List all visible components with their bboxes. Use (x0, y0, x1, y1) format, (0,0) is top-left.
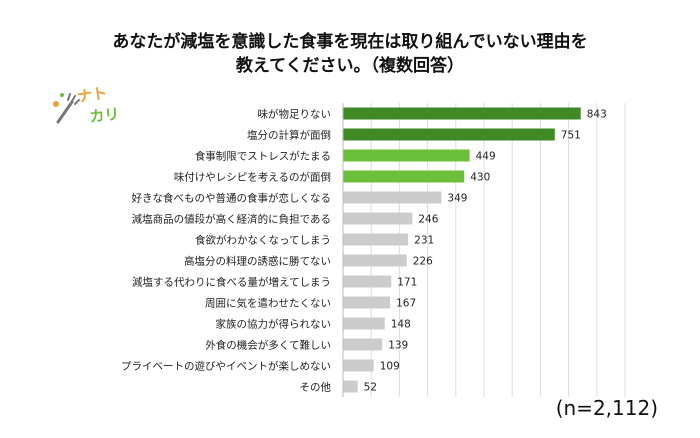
value-label: 139 (388, 340, 408, 352)
bar (343, 149, 470, 162)
chart-title: あなたが減塩を意識した食事を現在は取り組んでいない理由を 教えてください。（複数… (0, 30, 700, 78)
category-label: 食事制限でストレスがたまる (195, 150, 331, 163)
category-label: 高塩分の料理の誘惑に勝てない (184, 255, 331, 268)
value-label: 449 (476, 151, 496, 163)
value-label: 167 (396, 298, 416, 310)
chart-title-line-2: 教えてください。（複数回答） (235, 56, 465, 76)
value-label: 109 (380, 361, 400, 373)
category-label: 減塩商品の値段が高く経済的に負担である (132, 213, 331, 226)
bar (343, 380, 358, 393)
category-label: 周囲に気を遣わせたくない (205, 297, 331, 310)
bar (343, 254, 407, 267)
svg-text:カリ: カリ (89, 106, 121, 126)
sample-size-label: (n=2,112) (555, 396, 658, 420)
category-label: 家族の協力が得られない (216, 318, 332, 331)
value-label: 171 (397, 277, 417, 289)
bar (343, 212, 413, 225)
svg-text:ナト: ナト (76, 85, 108, 106)
category-label: 減塩する代わりに食べる量が増えてしまう (132, 276, 331, 289)
chart-title-line-1: あなたが減塩を意識した食事を現在は取り組んでいない理由を (112, 32, 588, 52)
bar (343, 107, 581, 120)
value-label: 52 (364, 382, 377, 394)
bar (343, 233, 409, 246)
bar (343, 296, 391, 309)
category-label: 塩分の計算が面倒 (247, 129, 331, 142)
bar (343, 338, 383, 351)
category-label: 外食の機会が多くて難しい (205, 339, 331, 352)
natokari-logo: ナト カリ (53, 85, 121, 126)
category-label: 味付けやレシピを考えるのが面倒 (174, 171, 331, 184)
bar (343, 317, 385, 330)
bar (343, 170, 465, 183)
value-label: 231 (414, 235, 434, 247)
value-label: 349 (447, 193, 467, 205)
value-label: 148 (391, 319, 411, 331)
value-label: 246 (418, 214, 438, 226)
category-label: 好きな食べものや普通の食事が恋しくなる (132, 192, 332, 205)
bar (343, 275, 392, 288)
category-label: その他 (300, 381, 332, 394)
value-label: 843 (587, 109, 607, 121)
value-label: 430 (470, 172, 490, 184)
value-label: 226 (413, 256, 433, 268)
bar (343, 128, 555, 141)
category-label: 食欲がわかなくなってしまう (195, 234, 331, 247)
bar (343, 359, 374, 372)
category-label: 味が物足りない (258, 108, 332, 121)
category-label: プライベートの遊びやイベントが楽しめない (121, 360, 331, 373)
bar (343, 191, 442, 204)
value-label: 751 (561, 130, 581, 142)
